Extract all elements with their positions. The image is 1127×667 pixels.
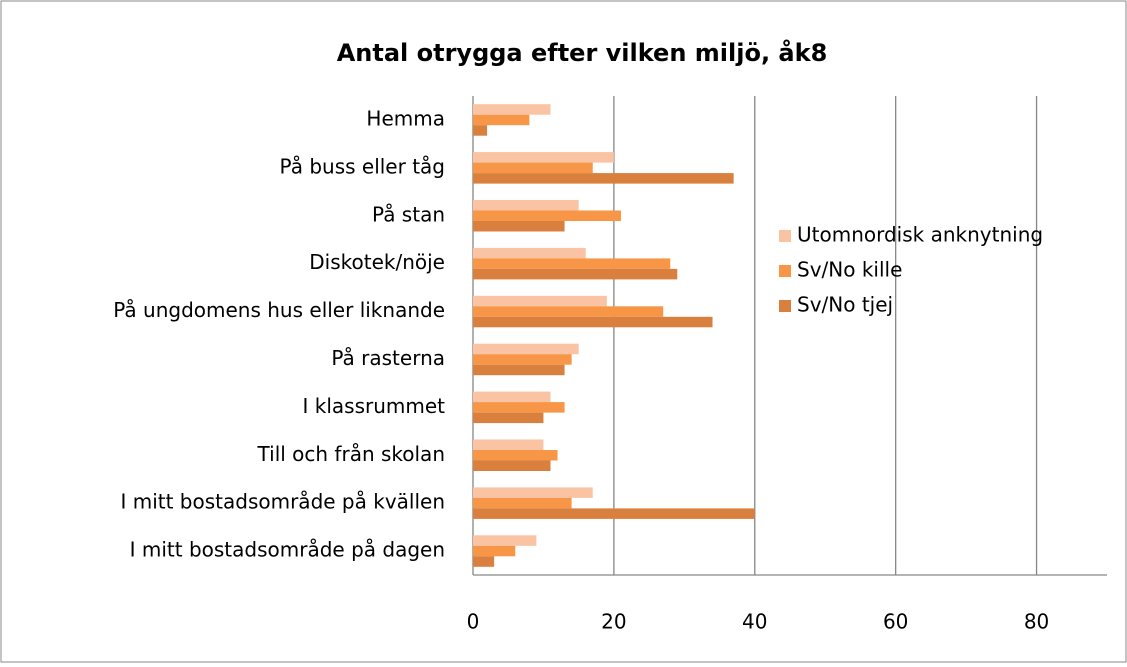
bar [473, 200, 579, 211]
bar [473, 439, 544, 450]
bar [473, 508, 755, 519]
bar [473, 354, 572, 365]
bar [473, 162, 593, 174]
bar [473, 316, 713, 328]
bar [473, 556, 495, 567]
bar [473, 450, 558, 461]
legend-label: Sv/No tjej [797, 293, 893, 317]
bar [473, 268, 678, 280]
bar [473, 535, 537, 546]
bar [473, 460, 551, 471]
bar [473, 391, 551, 403]
bar [473, 258, 671, 269]
legend-swatch [779, 230, 791, 242]
y-tick-label: På ungdomens hus eller liknande [113, 298, 445, 322]
bar [473, 343, 579, 355]
x-tick-label: 80 [1024, 610, 1049, 634]
bar [473, 497, 572, 509]
bar [473, 247, 586, 259]
y-tick-label: På buss eller tåg [280, 154, 445, 178]
bar [473, 306, 664, 317]
y-tick-label: Hemma [366, 106, 445, 130]
y-tick-label: På stan [372, 202, 445, 226]
bar [473, 114, 530, 126]
y-tick-label: Till och från skolan [257, 442, 445, 466]
y-tick-label: I mitt bostadsområde på dagen [130, 538, 445, 562]
chart-title: Antal otrygga efter vilken miljö, åk8 [337, 38, 828, 67]
y-tick-label: I mitt bostadsområde på kvällen [120, 490, 445, 514]
legend-label: Utomnordisk anknytning [797, 223, 1043, 247]
bar [473, 221, 565, 232]
x-tick-label: 40 [742, 610, 767, 634]
x-tick-label: 20 [601, 610, 626, 634]
y-tick-label: I klassrummet [303, 394, 446, 418]
legend-swatch [779, 300, 791, 312]
x-tick-label: 60 [883, 610, 908, 634]
bar [473, 487, 593, 498]
bar [473, 104, 551, 115]
legend-swatch [779, 265, 791, 277]
bar [473, 152, 614, 163]
legend-label: Sv/No kille [797, 258, 902, 282]
bar [473, 210, 621, 221]
bar [473, 412, 544, 424]
bar [473, 364, 565, 376]
x-tick-label: 0 [467, 610, 480, 634]
y-tick-label: På rasterna [331, 346, 445, 370]
y-tick-label: Diskotek/nöje [309, 250, 445, 274]
bar [473, 173, 734, 184]
bar [473, 125, 488, 136]
bar [473, 545, 516, 557]
bar [473, 402, 565, 413]
bar [473, 295, 607, 307]
